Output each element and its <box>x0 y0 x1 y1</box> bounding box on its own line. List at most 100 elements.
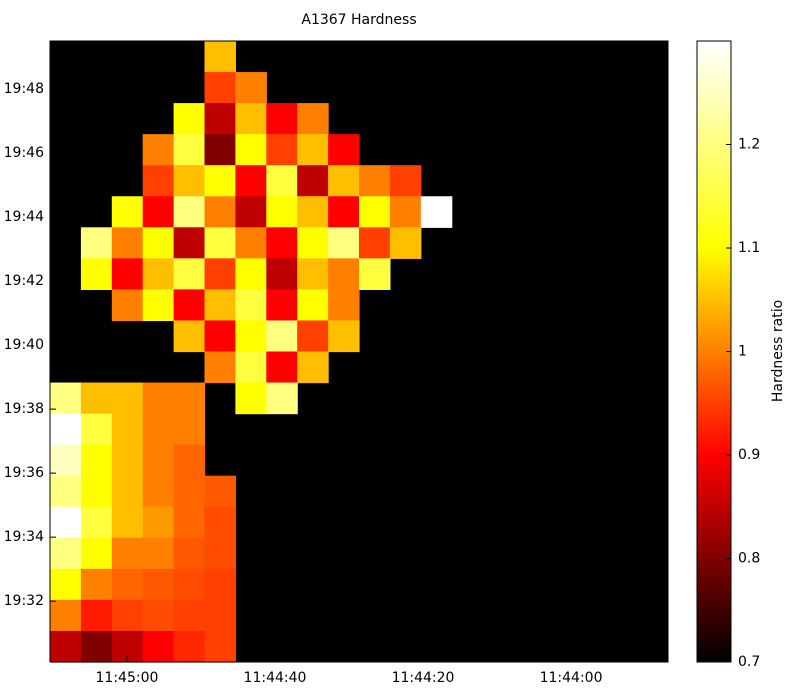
colorbar-tick-label: 0.9 <box>738 447 760 463</box>
heatmap-cell <box>297 351 329 384</box>
heatmap-cell <box>359 258 391 290</box>
x-tick-label: 11:45:00 <box>96 670 159 686</box>
heatmap-cell <box>142 413 175 446</box>
heatmap-cell <box>204 599 236 632</box>
colorbar-tick-label: 1.2 <box>738 137 760 153</box>
heatmap-cell <box>359 196 391 228</box>
heatmap-cell <box>235 134 267 166</box>
heatmap-cell <box>111 506 144 539</box>
y-tick-label: 19:42 <box>4 273 44 289</box>
heatmap-cell <box>80 568 113 601</box>
heatmap-cell <box>142 382 175 415</box>
heatmap-cell <box>50 630 82 663</box>
heatmap-cell <box>297 289 329 322</box>
heatmap-cell <box>266 258 298 290</box>
heatmap-cell <box>235 382 267 415</box>
heatmap-cell <box>297 165 329 197</box>
heatmap-cell <box>328 258 360 290</box>
heatmap-cell <box>111 413 144 446</box>
heatmap-cell <box>111 568 144 601</box>
heatmap-cell <box>297 258 329 290</box>
heatmap-cell <box>328 134 360 166</box>
heatmap-cell <box>204 568 236 601</box>
heatmap-cell <box>111 258 144 290</box>
heatmap-cell <box>173 196 206 228</box>
heatmap-cell <box>204 630 236 663</box>
heatmap-cell <box>142 599 175 632</box>
heatmap-cell <box>235 72 267 104</box>
heatmap-cell <box>142 134 175 166</box>
chart-title: A1367 Hardness <box>301 12 416 28</box>
heatmap-cell <box>266 351 298 384</box>
heatmap-cell <box>204 475 236 508</box>
heatmap-cell <box>235 165 267 197</box>
colorbar-tick-label: 0.7 <box>738 654 760 670</box>
y-tick-label: 19:40 <box>4 337 44 353</box>
colorbar-label: Hardness ratio <box>770 300 786 402</box>
heatmap-cell <box>173 599 206 632</box>
heatmap-cell <box>328 289 360 322</box>
heatmap-cell <box>297 103 329 135</box>
heatmap-cell <box>266 227 298 259</box>
heatmap-cell <box>111 630 144 663</box>
heatmap-cell <box>50 444 82 477</box>
heatmap-cell <box>173 413 206 446</box>
heatmap-cell <box>235 351 267 384</box>
heatmap-cell <box>111 382 144 415</box>
heatmap-cell <box>204 351 236 384</box>
heatmap-cell <box>235 320 267 353</box>
heatmap-cell <box>204 537 236 570</box>
heatmap-cell <box>142 630 175 663</box>
heatmap-cell <box>173 382 206 415</box>
heatmap-cell <box>50 475 82 508</box>
heatmap-cell <box>142 196 175 228</box>
y-tick-label: 19:46 <box>4 145 44 161</box>
heatmap-cell <box>173 630 206 663</box>
x-tick-label: 11:44:20 <box>392 670 455 686</box>
y-tick-label: 19:34 <box>4 529 44 545</box>
heatmap-cell <box>111 475 144 508</box>
heatmap-cell <box>173 134 206 166</box>
heatmap-cell <box>359 227 391 259</box>
heatmap-cell <box>50 537 82 570</box>
y-tick-label: 19:44 <box>4 209 44 225</box>
heatmap-cell <box>50 568 82 601</box>
heatmap-cell <box>297 320 329 353</box>
heatmap-cell <box>266 134 298 166</box>
heatmap-cell <box>204 258 236 290</box>
heatmap-cell <box>173 568 206 601</box>
x-tick-label: 11:44:40 <box>244 670 307 686</box>
heatmap-cell <box>297 196 329 228</box>
plot-frame <box>49 40 669 663</box>
heatmap-cell <box>266 382 298 415</box>
heatmap-cell <box>266 289 298 322</box>
heatmap-cell <box>173 103 206 135</box>
colorbar-tick-label: 1.1 <box>738 240 760 256</box>
heatmap-cell <box>204 103 236 135</box>
heatmap-cell <box>80 258 113 290</box>
heatmap-cell <box>111 444 144 477</box>
heatmap-cell <box>111 537 144 570</box>
heatmap-cell <box>111 227 144 259</box>
heatmap-cell <box>204 320 236 353</box>
heatmap-cell <box>142 444 175 477</box>
heatmap-cell <box>204 227 236 259</box>
heatmap-cell <box>173 506 206 539</box>
heatmap-cell <box>80 413 113 446</box>
x-tick-label: 11:44:00 <box>540 670 603 686</box>
colorbar-tick-label: 1 <box>738 344 747 360</box>
y-tick-label: 19:36 <box>4 465 44 481</box>
heatmap-cell <box>80 475 113 508</box>
heatmap-cell <box>266 196 298 228</box>
heatmap-cell <box>142 568 175 601</box>
y-tick-label: 19:32 <box>4 593 44 609</box>
heatmap-cell <box>80 227 113 259</box>
heatmap-cell <box>328 165 360 197</box>
heatmap-cell <box>50 413 82 446</box>
heatmap-cell <box>142 475 175 508</box>
heatmap-cell <box>235 258 267 290</box>
heatmap-cell <box>297 227 329 259</box>
heatmap-cell <box>80 599 113 632</box>
heatmap-cell <box>204 72 236 104</box>
